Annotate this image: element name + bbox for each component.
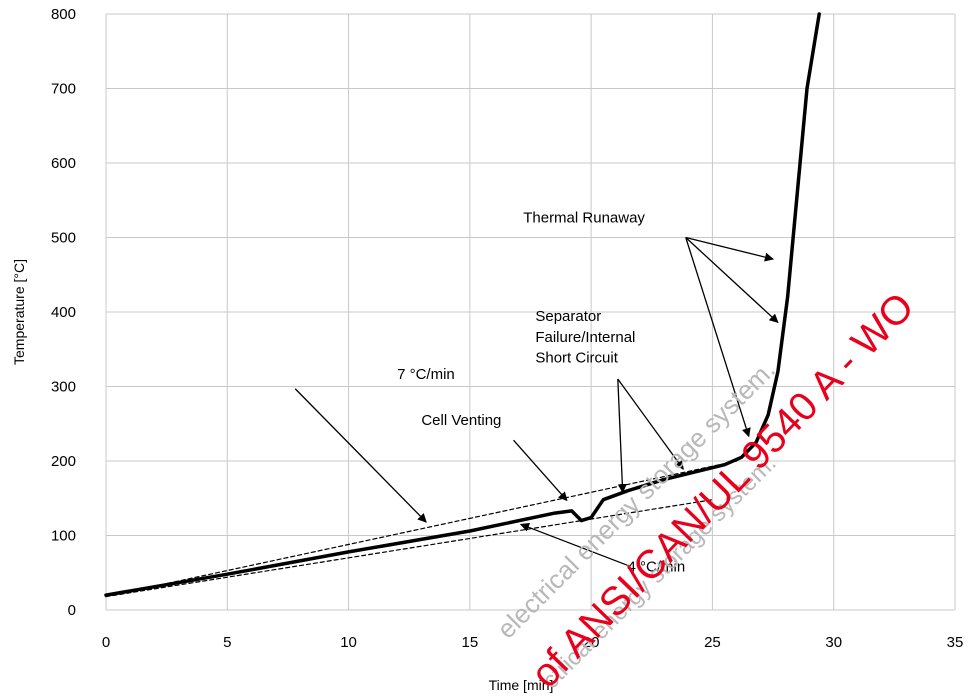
x-tick-label: 0 (102, 634, 110, 651)
y-tick-label: 800 (51, 6, 76, 23)
y-tick-label: 400 (51, 304, 76, 321)
y-tick-labels: 0 100 200 300 400 500 600 700 800 (51, 6, 76, 619)
annotation-arrow (617, 379, 627, 494)
annotation-label: 7 °C/min (397, 366, 455, 383)
y-axis-title: Temperature [°C] (11, 259, 27, 365)
watermark-red-text: of ANSI/CAN/UL 9540 A - WO (523, 285, 923, 696)
annotation-arrow (617, 378, 684, 470)
annotation-label: Cell Venting (421, 412, 501, 429)
x-tick-label: 20 (583, 634, 600, 651)
x-tick-labels: 0 5 10 15 20 25 30 35 (102, 634, 964, 651)
annotation-arrow (513, 439, 568, 502)
annotation-label: Thermal Runaway (523, 210, 645, 227)
annotations: 7 °C/min Cell Venting Separator Failure/Int… (294, 210, 779, 575)
annotation-label: Separator (535, 308, 601, 325)
x-axis-title: Time [min] (489, 677, 554, 693)
x-tick-label: 30 (825, 634, 842, 651)
annotation-arrow (685, 237, 779, 324)
y-tick-label: 100 (51, 528, 76, 545)
annotation-label: Failure/Internal (535, 329, 635, 346)
x-tick-label: 35 (947, 634, 964, 651)
annotation-arrow (685, 236, 774, 262)
y-tick-label: 300 (51, 379, 76, 396)
y-tick-label: 500 (51, 230, 76, 247)
y-tick-label: 600 (51, 155, 76, 172)
x-tick-label: 15 (462, 634, 479, 651)
y-tick-label: 200 (51, 453, 76, 470)
annotation-arrow (685, 237, 751, 438)
x-tick-label: 5 (223, 634, 231, 651)
reference-rate-line (105, 460, 738, 598)
annotation-label: Short Circuit (535, 350, 618, 367)
y-tick-label: 0 (68, 602, 76, 619)
x-tick-label: 25 (704, 634, 721, 651)
y-tick-label: 700 (51, 81, 76, 98)
annotation-arrow (294, 388, 427, 523)
data-series (104, 12, 821, 598)
x-tick-label: 10 (340, 634, 357, 651)
annotation-label: 4 °C/min (628, 558, 686, 575)
temperature-curve (104, 12, 821, 597)
grid-lines (105, 13, 956, 611)
annotation-arrow (519, 523, 628, 566)
reference-rate-line (105, 499, 713, 598)
